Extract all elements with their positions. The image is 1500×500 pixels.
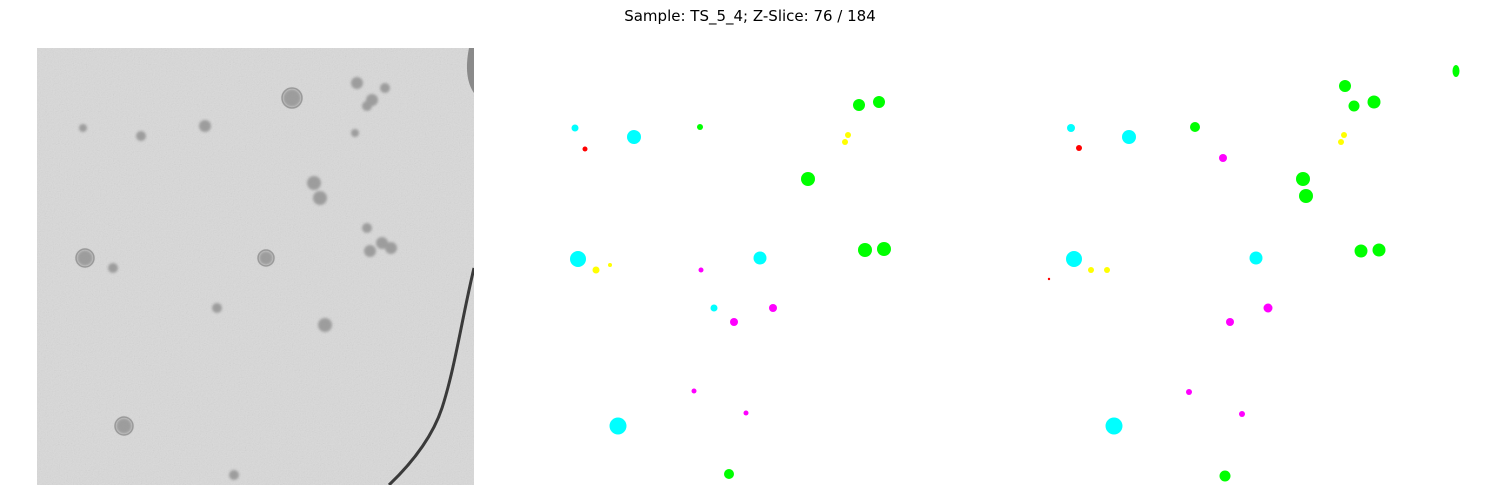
prediction-mask-panel [532, 48, 969, 485]
tomogram-slice-image [37, 48, 474, 485]
tomogram-corner-feature [466, 48, 474, 93]
prediction-magenta-markers [691, 267, 777, 416]
prediction-cyan-markers [570, 124, 767, 435]
ground-truth-red-markers [1047, 145, 1082, 281]
prediction-yellow-markers [592, 132, 851, 274]
prediction-mask-image [532, 48, 969, 485]
ground-truth-green-markers [1190, 65, 1460, 482]
ground-truth-yellow-markers [1088, 132, 1347, 273]
ground-truth-mask-panel [1028, 48, 1465, 485]
prediction-green-markers [697, 96, 891, 479]
ground-truth-mask-image [1028, 48, 1465, 485]
tomogram-noise [37, 48, 474, 485]
ground-truth-magenta-markers [1186, 154, 1273, 417]
tomogram-particle-rims [75, 87, 303, 436]
figure-title: Sample: TS_5_4; Z-Slice: 76 / 184 [624, 7, 876, 25]
tomogram-membrane-edge [387, 267, 474, 485]
tomogram-slice-panel [37, 48, 474, 485]
prediction-red-markers [582, 146, 588, 152]
ground-truth-cyan-markers [1066, 124, 1263, 435]
tomogram-particles [77, 77, 397, 480]
